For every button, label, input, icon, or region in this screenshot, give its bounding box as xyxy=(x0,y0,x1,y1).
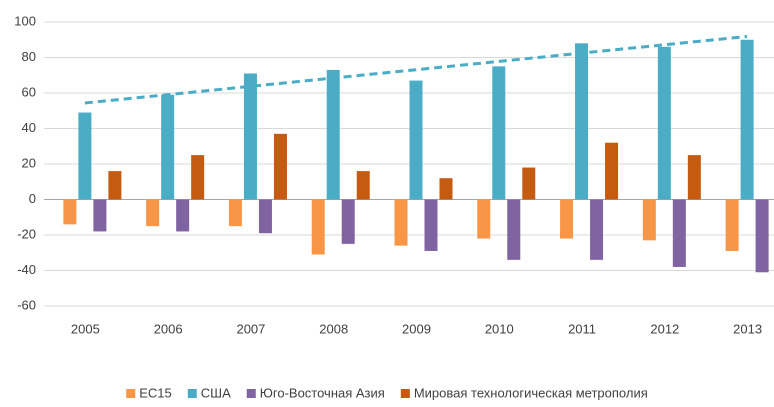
bar xyxy=(273,133,287,200)
bar xyxy=(672,199,686,267)
bar xyxy=(341,199,355,244)
bar xyxy=(146,199,160,227)
bar xyxy=(590,199,604,260)
bar xyxy=(93,199,107,232)
x-tick-label: 2013 xyxy=(733,321,762,336)
bar xyxy=(575,43,589,200)
bar xyxy=(492,66,506,200)
y-tick-label: 40 xyxy=(22,120,36,135)
legend-label: Юго-Восточная Азия xyxy=(260,385,385,400)
y-tick-label: 60 xyxy=(22,84,36,99)
bar xyxy=(560,199,574,239)
y-tick-label: 100 xyxy=(14,13,36,28)
y-tick-label: -60 xyxy=(17,297,36,312)
bar xyxy=(522,167,536,200)
bar xyxy=(78,112,92,200)
x-tick-label: 2010 xyxy=(485,321,514,336)
bar xyxy=(687,155,701,200)
x-tick-label: 2006 xyxy=(154,321,183,336)
x-tick-label: 2007 xyxy=(236,321,265,336)
bar xyxy=(228,199,242,227)
bar xyxy=(356,171,370,200)
bar xyxy=(507,199,521,260)
bar xyxy=(642,199,656,241)
y-tick-label: 80 xyxy=(22,49,36,64)
legend-swatch xyxy=(246,389,256,398)
bar xyxy=(439,178,453,200)
legend-swatch xyxy=(400,389,410,398)
x-tick-label: 2005 xyxy=(71,321,100,336)
x-tick-label: 2009 xyxy=(402,321,431,336)
legend-swatch xyxy=(126,389,136,398)
bar xyxy=(326,69,340,200)
y-tick-label: 20 xyxy=(22,155,36,170)
bar xyxy=(409,80,423,200)
bar xyxy=(477,199,491,239)
legend-swatch xyxy=(187,389,197,398)
bar xyxy=(258,199,272,234)
y-tick-label: -40 xyxy=(17,262,36,277)
bar xyxy=(311,199,325,255)
bar xyxy=(161,94,175,200)
bar xyxy=(108,171,122,200)
legend-label: ЕС15 xyxy=(139,385,172,400)
x-tick-label: 2012 xyxy=(650,321,679,336)
bar xyxy=(424,199,438,251)
bar xyxy=(176,199,190,232)
bar xyxy=(725,199,739,251)
x-tick-label: 2008 xyxy=(319,321,348,336)
y-tick-label: 0 xyxy=(29,191,36,206)
bar xyxy=(191,155,205,200)
bar xyxy=(657,46,671,200)
bar xyxy=(63,199,77,225)
y-tick-label: -20 xyxy=(17,226,36,241)
trendline xyxy=(84,34,748,105)
x-tick-label: 2011 xyxy=(568,321,596,336)
bar xyxy=(755,199,769,273)
bar xyxy=(740,39,754,200)
bar xyxy=(394,199,408,246)
bar xyxy=(605,142,619,200)
legend-label: Мировая технологическая метрополия xyxy=(414,385,648,400)
legend-label: США xyxy=(201,385,231,400)
bar xyxy=(243,73,257,200)
